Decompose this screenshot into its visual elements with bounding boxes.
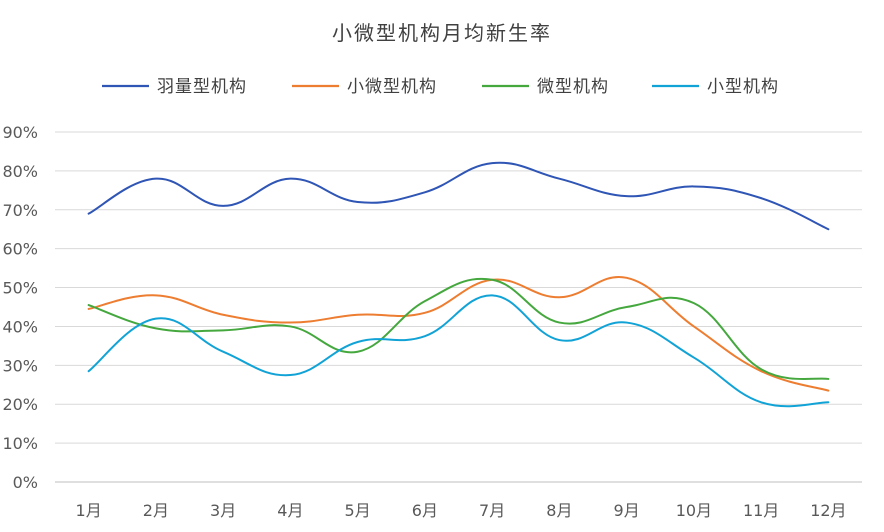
x-axis-ticks: 1月 2月 3月 4月 5月 6月 7月 8月 9月 10月 11月 12月 [76, 501, 847, 520]
chart-title: 小微型机构月均新生率 [332, 21, 552, 45]
series-line-3 [87, 277, 830, 381]
y-tick-label: 0% [13, 473, 38, 492]
y-tick-label: 30% [2, 356, 38, 375]
x-tick-label: 12月 [810, 501, 846, 520]
legend-label: 羽量型机构 [157, 77, 247, 97]
x-tick-label: 2月 [143, 501, 169, 520]
y-tick-label: 60% [2, 240, 38, 259]
x-tick-label: 4月 [277, 501, 303, 520]
legend-label: 微型机构 [537, 77, 609, 97]
y-tick-label: 40% [2, 317, 38, 336]
series-lines [87, 161, 830, 408]
x-tick-label: 6月 [412, 501, 438, 520]
y-axis-ticks: 0% 10% 20% 30% 40% 50% 60% 70% 80% 90% [2, 123, 38, 492]
x-tick-label: 10月 [676, 501, 712, 520]
x-tick-label: 5月 [345, 501, 371, 520]
x-tick-label: 7月 [479, 501, 505, 520]
y-tick-label: 20% [2, 395, 38, 414]
series-line-1 [87, 161, 830, 231]
y-tick-label: 50% [2, 279, 38, 298]
y-tick-label: 70% [2, 201, 38, 220]
legend-label: 小型机构 [707, 77, 779, 97]
series-line-2 [87, 275, 830, 392]
x-tick-label: 1月 [76, 501, 102, 520]
y-tick-label: 90% [2, 123, 38, 142]
legend-label: 小微型机构 [347, 77, 437, 97]
gridlines [55, 131, 862, 483]
y-tick-label: 80% [2, 162, 38, 181]
x-tick-label: 9月 [614, 501, 640, 520]
x-tick-label: 3月 [210, 501, 236, 520]
y-tick-label: 10% [2, 434, 38, 453]
legend: 羽量型机构 小微型机构 微型机构 小型机构 [102, 77, 779, 97]
series-line-4 [87, 294, 830, 408]
x-tick-label: 8月 [546, 501, 572, 520]
x-tick-label: 11月 [743, 501, 779, 520]
